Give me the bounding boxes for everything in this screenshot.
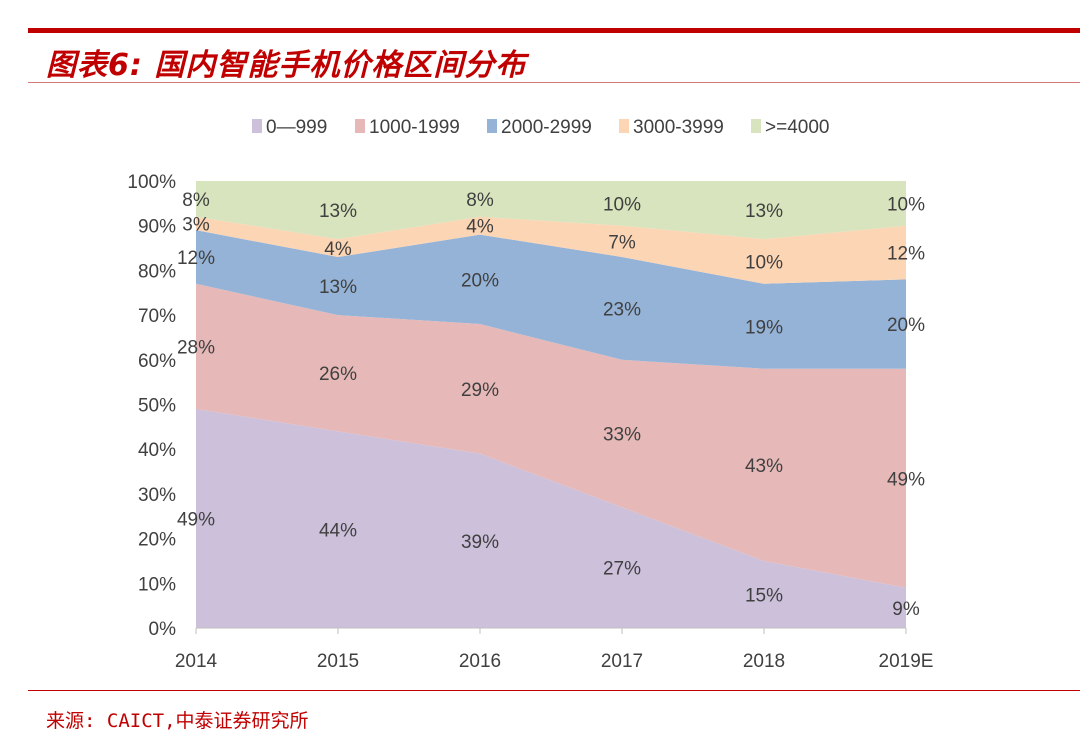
title-divider — [28, 82, 1080, 83]
y-tick-label: 60% — [138, 351, 176, 372]
data-label: 23% — [603, 299, 641, 320]
y-tick-label: 100% — [127, 172, 176, 193]
data-label: 15% — [745, 585, 783, 606]
data-label: 7% — [608, 232, 636, 253]
y-tick-label: 90% — [138, 217, 176, 238]
footer-divider — [28, 690, 1080, 691]
data-label: 44% — [319, 521, 357, 542]
data-label: 29% — [461, 380, 499, 401]
y-tick-label: 40% — [138, 440, 176, 461]
area-4 — [196, 181, 906, 240]
area-2 — [196, 230, 906, 369]
legend-label: 1000-1999 — [369, 117, 460, 138]
y-tick-label: 70% — [138, 306, 176, 327]
data-label: 20% — [887, 315, 925, 336]
top-rule — [28, 28, 1080, 33]
area-3 — [196, 216, 906, 284]
y-tick-label: 10% — [138, 574, 176, 595]
legend-swatch — [619, 119, 629, 133]
data-label: 10% — [603, 194, 641, 215]
area-1 — [196, 283, 906, 588]
x-tick-label: 2016 — [459, 651, 501, 672]
data-label: 43% — [745, 456, 783, 477]
data-label: 19% — [745, 317, 783, 338]
data-label: 12% — [887, 244, 925, 265]
data-label: 13% — [319, 277, 357, 298]
x-tick-label: 2014 — [175, 651, 218, 672]
y-tick-label: 20% — [138, 530, 176, 551]
legend-swatch — [487, 119, 497, 133]
data-label: 20% — [461, 270, 499, 291]
data-label: 10% — [745, 252, 783, 273]
x-tick-label: 2015 — [317, 651, 359, 672]
data-label: 9% — [892, 599, 920, 620]
area-0 — [196, 408, 906, 628]
data-label: 49% — [177, 509, 215, 530]
data-label: 27% — [603, 559, 641, 580]
y-tick-label: 0% — [149, 619, 177, 640]
legend-label: 0—999 — [266, 117, 327, 138]
x-tick-label: 2017 — [601, 651, 643, 672]
legend-swatch — [751, 119, 761, 133]
y-tick-label: 80% — [138, 261, 176, 282]
data-label: 13% — [745, 201, 783, 222]
data-label: 26% — [319, 364, 357, 385]
data-label: 33% — [603, 425, 641, 446]
source-note: 来源: CAICT,中泰证券研究所 — [46, 710, 309, 732]
y-tick-label: 30% — [138, 485, 176, 506]
data-label: 8% — [182, 190, 210, 211]
data-label: 10% — [887, 194, 925, 215]
data-label: 8% — [466, 190, 494, 211]
legend-label: 3000-3999 — [633, 117, 724, 138]
y-tick-label: 50% — [138, 396, 176, 417]
data-label: 28% — [177, 337, 215, 358]
legend-swatch — [355, 119, 365, 133]
data-label: 4% — [466, 217, 494, 238]
data-label: 13% — [319, 201, 357, 222]
legend-label: 2000-2999 — [501, 117, 592, 138]
data-label: 12% — [177, 248, 215, 269]
legend-swatch — [252, 119, 262, 133]
data-label: 49% — [887, 469, 925, 490]
x-tick-label: 2018 — [743, 651, 785, 672]
chart-title: 图表6: 国内智能手机价格区间分布 — [46, 48, 527, 83]
legend-label: >=4000 — [765, 117, 829, 138]
data-label: 3% — [182, 214, 210, 235]
data-label: 39% — [461, 532, 499, 553]
x-tick-label: 2019E — [879, 651, 934, 672]
data-label: 4% — [324, 239, 352, 260]
